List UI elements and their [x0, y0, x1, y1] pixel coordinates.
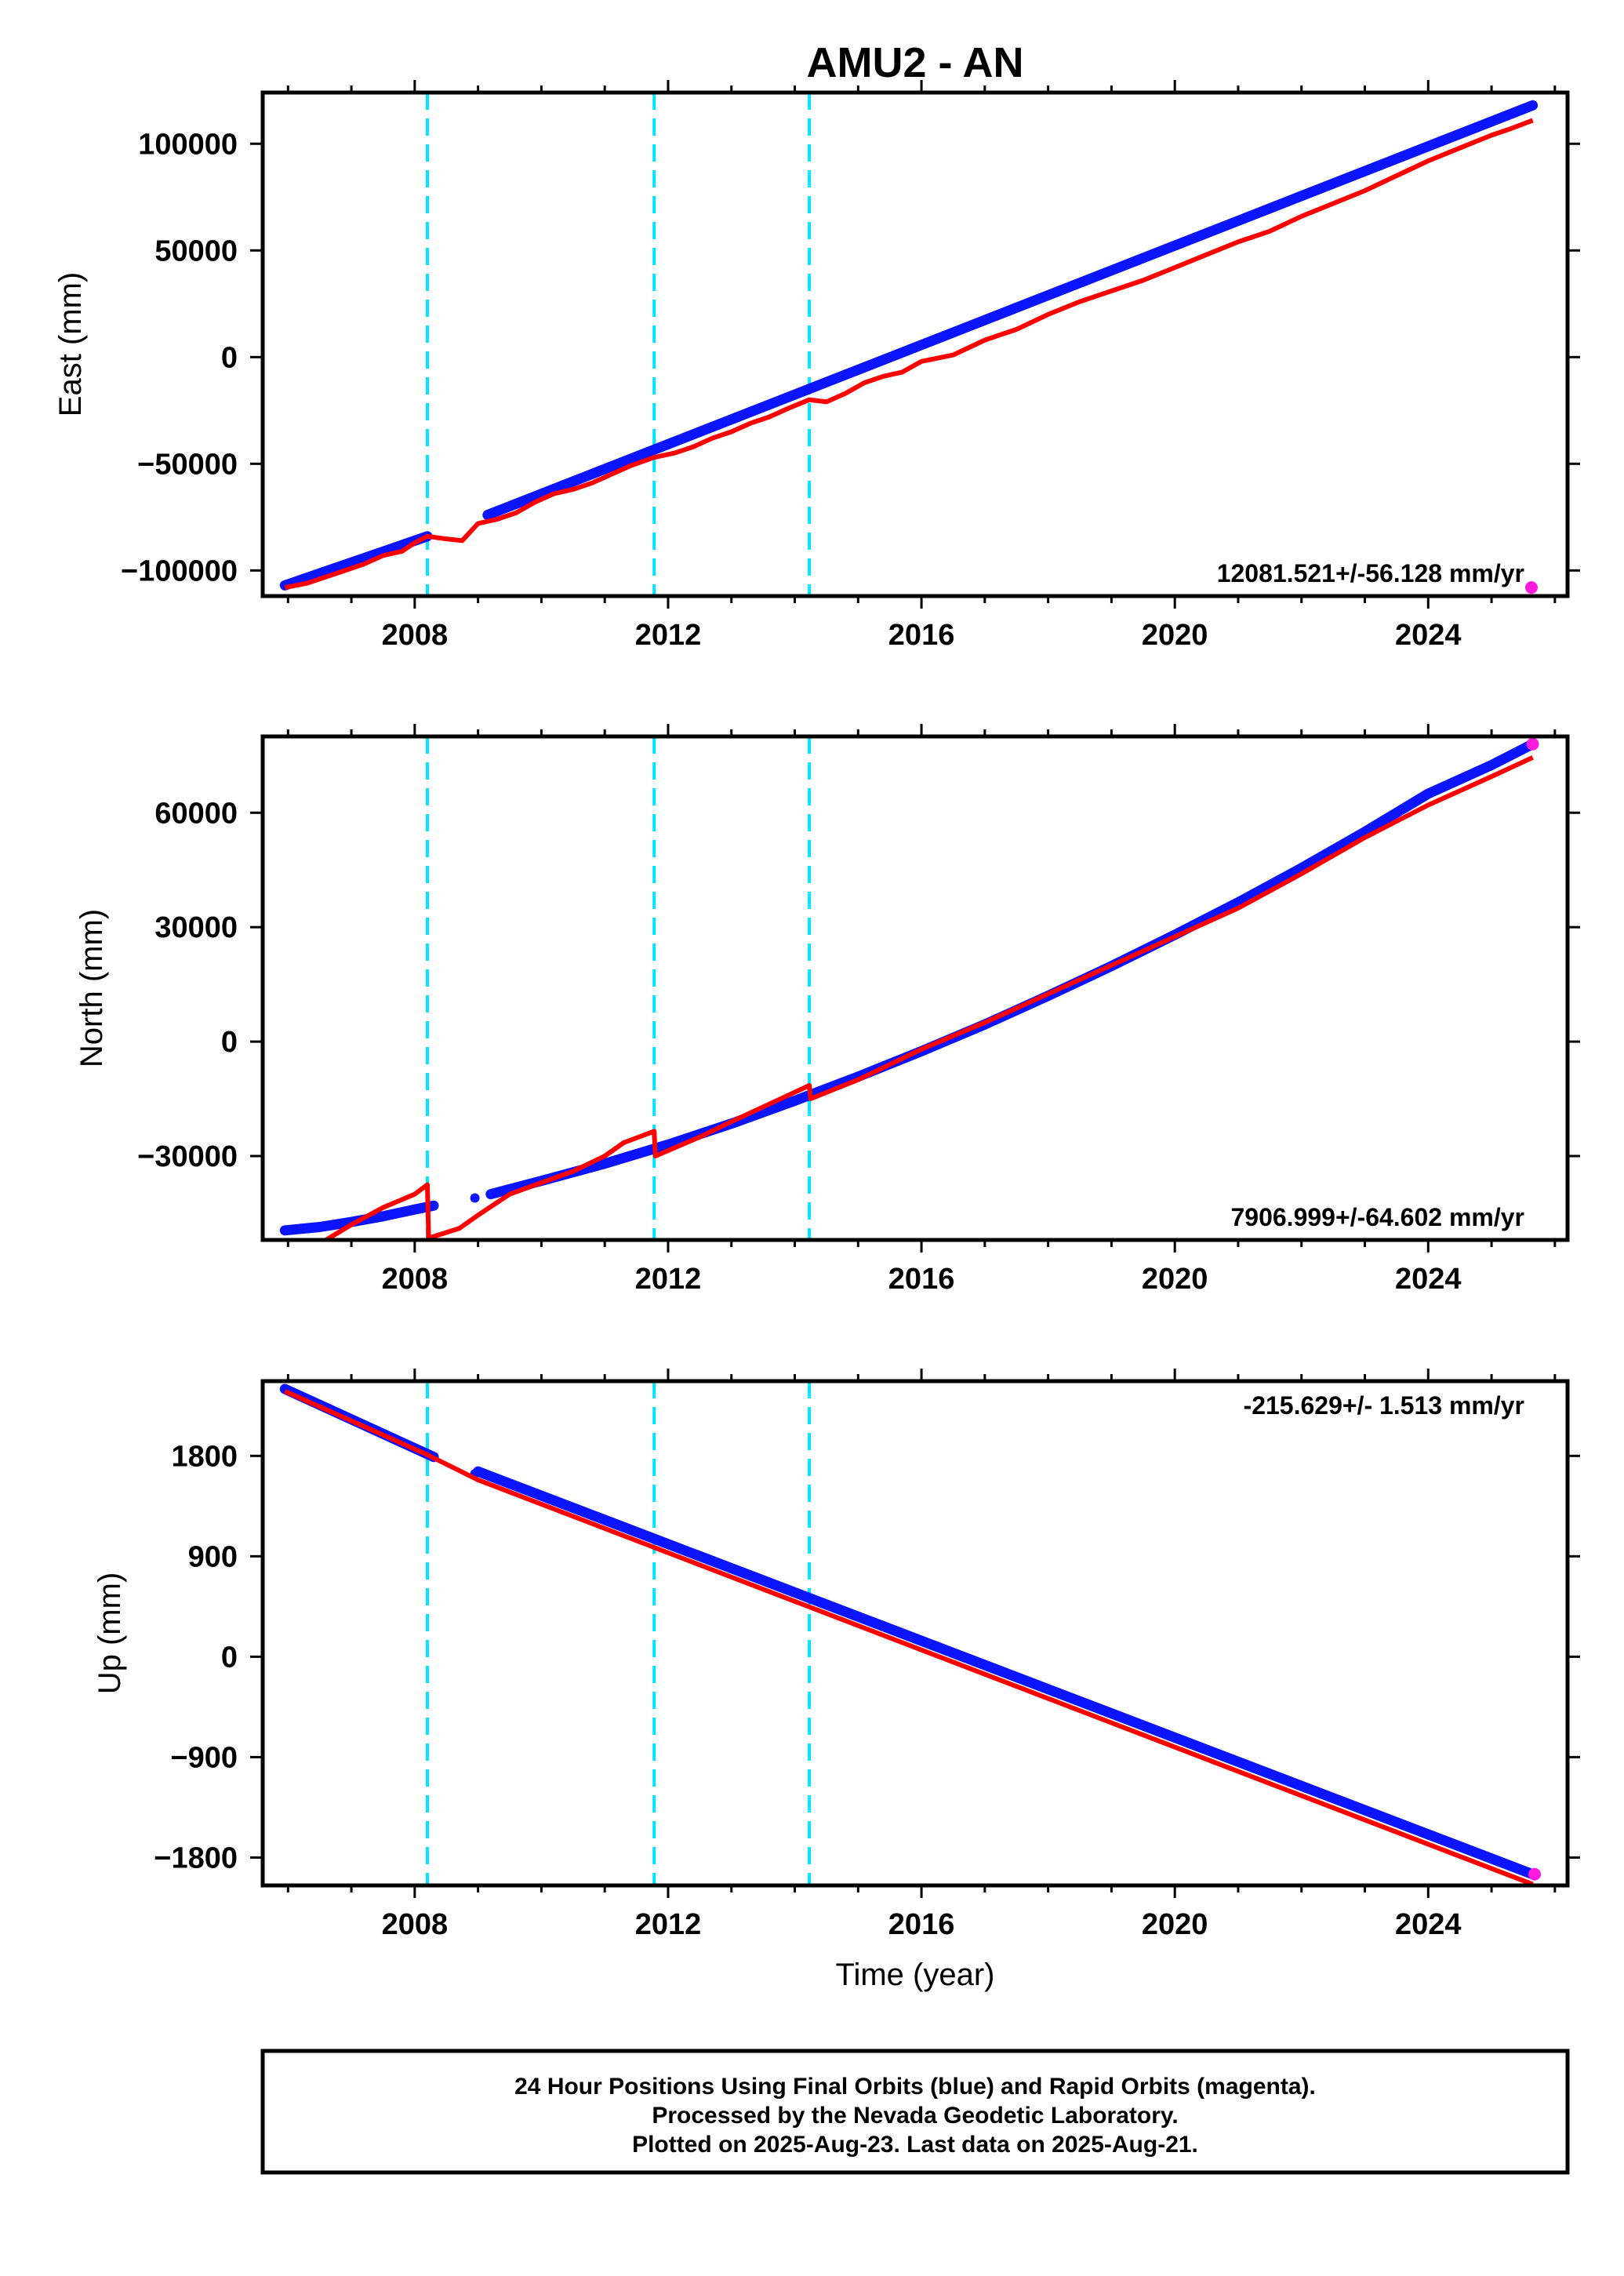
up-x-tick-label: 2016: [888, 1908, 955, 1941]
east-y-tick-label: 100000: [138, 128, 238, 161]
up-y-tick-label: −1800: [154, 1842, 238, 1874]
up-x-tick-label: 2008: [382, 1908, 449, 1941]
north-rapid-point-1: [1526, 737, 1539, 751]
east-plot-area: [279, 93, 1539, 596]
east-y-tick-label: 0: [221, 341, 238, 374]
east-x-tick-label: 2024: [1395, 619, 1462, 652]
east-y-tick-label: −100000: [121, 554, 238, 587]
north-final-point-1: [470, 1193, 480, 1203]
north-x-tick-label: 2024: [1395, 1263, 1462, 1296]
chart-panels: 2008 2012 2016 2020 2024 100000 50000 0 −50000 −1…: [53, 80, 1580, 1941]
east-x-tick-label: 2008: [382, 619, 449, 652]
footer-line-3: Plotted on 2025-Aug-23. Last data on 202…: [632, 2132, 1198, 2158]
up-rapid-point-1: [1528, 1867, 1541, 1881]
up-rate-label: -215.629+/- 1.513 mm/yr: [1244, 1391, 1524, 1420]
up-x-tick-label: 2012: [635, 1908, 702, 1941]
north-final-series-1: [279, 1200, 439, 1236]
east-y-tick-label: 50000: [154, 235, 238, 267]
east-rate-label: 12081.521+/-56.128 mm/yr: [1217, 559, 1524, 587]
north-rate-label: 7906.999+/-64.602 mm/yr: [1230, 1203, 1524, 1231]
north-plot-area: [279, 736, 1539, 1240]
east-frame: [260, 90, 1570, 598]
footer-line-1: 24 Hour Positions Using Final Orbits (bl…: [514, 2074, 1316, 2100]
chart-title: AMU2 - AN: [807, 39, 1024, 86]
north-x-tick-label: 2016: [888, 1263, 955, 1296]
footer-line-2: Processed by the Nevada Geodetic Laborat…: [652, 2103, 1178, 2129]
up-x-tick-label: 2024: [1395, 1908, 1462, 1941]
up-y-tick-label: 0: [221, 1641, 238, 1674]
up-y-tick-label: 900: [188, 1540, 238, 1573]
east-x-tick-label: 2016: [888, 619, 955, 652]
east-final-series-1: [279, 531, 433, 591]
north-frame: [260, 734, 1570, 1242]
north-y-tick-label: 0: [221, 1026, 238, 1059]
north-y-axis-label: North (mm): [74, 909, 109, 1067]
x-axis-label: Time (year): [836, 1958, 995, 1992]
up-final-series-2: [473, 1466, 1539, 1880]
north-y-tick-label: 30000: [154, 911, 238, 944]
east-y-axis-label: East (mm): [53, 272, 88, 416]
footer-box: 24 Hour Positions Using Final Orbits (bl…: [260, 2049, 1570, 2175]
east-final-series-2: [482, 100, 1539, 521]
footer-border: [260, 2049, 1570, 2175]
east-x-tick-label: 2012: [635, 619, 702, 652]
up-y-tick-label: 1800: [171, 1440, 238, 1473]
up-frame: [260, 1379, 1570, 1888]
north-x-tick-label: 2020: [1142, 1263, 1208, 1296]
north-y-tick-label: −30000: [137, 1140, 238, 1173]
up-panel: 2008 2012 2016 2020 2024 1800 900 0 −900 −1800 Up …: [93, 1369, 1580, 1941]
east-panel: 2008 2012 2016 2020 2024 100000 50000 0 −50000 −1…: [53, 80, 1580, 652]
east-rapid-point-1: [1524, 581, 1538, 594]
east-x-tick-label: 2020: [1142, 619, 1208, 652]
north-y-tick-label: 60000: [154, 797, 238, 830]
up-plot-area: [279, 1381, 1541, 1885]
north-model-line: [325, 755, 1534, 1240]
up-model-line: [284, 1389, 1534, 1885]
north-x-tick-label: 2008: [382, 1263, 449, 1296]
east-y-tick-label: −50000: [137, 448, 238, 481]
up-y-tick-label: −900: [170, 1741, 238, 1774]
north-x-tick-label: 2012: [635, 1263, 702, 1296]
north-panel: 2008 2012 2016 2020 2024 60000 30000 0 −30000 Nor…: [74, 724, 1580, 1296]
east-model-line: [284, 118, 1534, 591]
up-x-tick-label: 2020: [1142, 1908, 1208, 1941]
north-final-series-2: [485, 739, 1539, 1200]
up-y-axis-label: Up (mm): [93, 1572, 127, 1695]
